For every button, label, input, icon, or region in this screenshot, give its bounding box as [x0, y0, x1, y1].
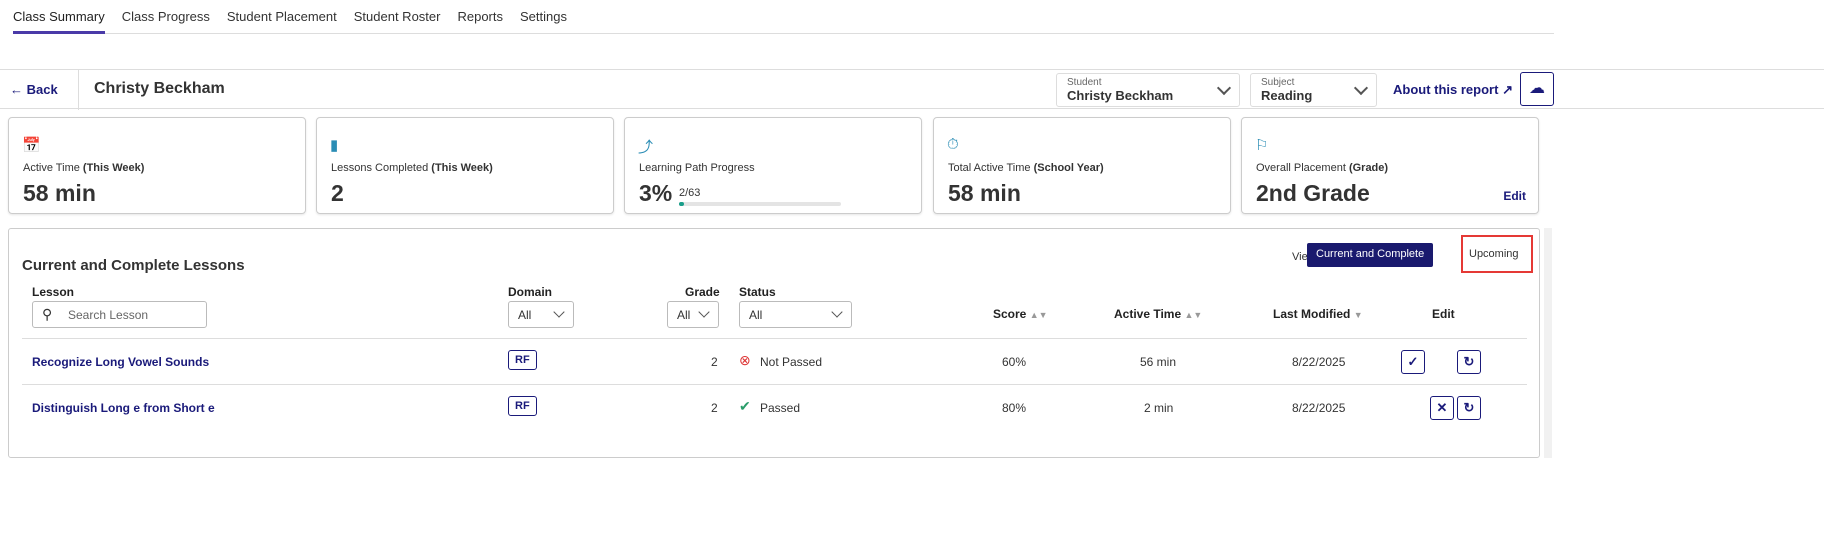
col-grade: Grade [685, 285, 720, 299]
grade-cell: 2 [711, 355, 718, 369]
col-last-modified[interactable]: Last Modified ▼ [1273, 307, 1363, 321]
x-icon: ✕ [1436, 400, 1448, 415]
col-edit: Edit [1432, 307, 1455, 321]
col-domain: Domain [508, 285, 553, 299]
score-cell: 60% [1002, 355, 1027, 369]
card-label: Learning Path Progress [639, 162, 755, 174]
chevron-down-icon [553, 306, 565, 318]
arrow-left-icon: ← [10, 82, 23, 97]
col-status: Status [739, 285, 776, 299]
chevron-down-icon [831, 306, 843, 318]
page-title: Christy Beckham [94, 80, 225, 97]
col-score[interactable]: Score ▲▼ [993, 307, 1048, 321]
domain-badge: RF [508, 350, 537, 370]
card-value: 3% [639, 180, 673, 206]
mark-not-passed-button[interactable]: ✕ [1430, 396, 1454, 420]
card-learning-path: ⤴ Learning Path Progress 3% 2/63 [624, 117, 922, 214]
card-label: Active Time (This Week) [23, 162, 145, 174]
card-overall-placement: ⚐ Overall Placement (Grade) 2nd Grade Edit [1241, 117, 1539, 214]
tab-reports[interactable]: Reports [457, 9, 503, 24]
mark-passed-button[interactable]: ✓ [1401, 350, 1425, 374]
tab-student-roster[interactable]: Student Roster [353, 9, 441, 24]
search-placeholder: Search Lesson [68, 308, 149, 322]
card-value: 2 [331, 180, 344, 206]
active-time-cell: 2 min [1144, 401, 1174, 415]
col-lesson: Lesson [32, 285, 75, 299]
calendar-icon: 📅 [22, 137, 41, 154]
subject-select-label: Subject [1261, 77, 1295, 88]
check-icon: ✓ [1407, 354, 1419, 369]
lesson-link[interactable]: Recognize Long Vowel Sounds [32, 355, 210, 369]
card-value: 58 min [948, 180, 1021, 206]
domain-filter[interactable]: All [508, 301, 574, 328]
status-cell: Not Passed [760, 355, 823, 369]
domain-badge: RF [508, 396, 537, 416]
status-cell: Passed [760, 401, 801, 415]
path-icon: ⤴ [638, 139, 654, 156]
external-link-icon: ↗ [1502, 82, 1513, 97]
chevron-down-icon [698, 306, 710, 318]
lesson-link[interactable]: Distinguish Long e from Short e [32, 401, 215, 415]
cloud-download-icon: ☁ [1529, 80, 1545, 97]
tab-class-progress[interactable]: Class Progress [121, 9, 210, 24]
student-select-label: Student [1067, 77, 1102, 88]
refresh-icon: ↻ [1463, 354, 1475, 369]
progress-count: 2/63 [679, 187, 701, 199]
search-lesson-input[interactable]: ⚲ Search Lesson [32, 301, 207, 328]
status-filter[interactable]: All [739, 301, 852, 328]
lessons-panel: Current and Complete Lessons View By Cur… [8, 228, 1540, 458]
active-time-cell: 56 min [1140, 355, 1177, 369]
progress-bar [679, 202, 841, 206]
x-circle-icon: ⊗ [739, 352, 751, 368]
about-report-link[interactable]: About this report ↗ [1393, 82, 1513, 98]
back-button[interactable]: ← Back [10, 82, 58, 97]
view-upcoming-button[interactable]: Upcoming [1461, 235, 1533, 273]
student-select[interactable]: Student Christy Beckham [1056, 73, 1240, 107]
card-label: Lessons Completed (This Week) [331, 162, 493, 174]
flag-icon: ⚐ [1255, 137, 1269, 154]
reassign-button[interactable]: ↻ [1457, 350, 1481, 374]
edit-placement-link[interactable]: Edit [1503, 189, 1526, 203]
back-label: Back [26, 82, 58, 97]
divider [78, 70, 79, 110]
card-label: Overall Placement (Grade) [1256, 162, 1389, 174]
tab-settings[interactable]: Settings [520, 9, 567, 24]
card-total-active-time: ⏱ Total Active Time (School Year) 58 min [933, 117, 1231, 214]
book-icon: ▮ [330, 137, 339, 154]
table-row: Distinguish Long e from Short e RF 2 ✔ P… [22, 384, 1527, 430]
card-value: 58 min [23, 180, 96, 206]
col-active-time[interactable]: Active Time ▲▼ [1114, 307, 1203, 321]
card-lessons-completed: ▮ Lessons Completed (This Week) 2 [316, 117, 614, 214]
subject-select[interactable]: Subject Reading [1250, 73, 1377, 107]
search-icon: ⚲ [42, 306, 53, 322]
top-tabs: Class Summary Class Progress Student Pla… [13, 0, 1554, 34]
sort-desc-icon: ▼ [1353, 310, 1363, 320]
view-current-button[interactable]: Current and Complete [1307, 243, 1434, 267]
check-circle-icon: ✔ [739, 398, 751, 414]
tab-student-placement[interactable]: Student Placement [226, 9, 337, 24]
sort-icon: ▲▼ [1029, 310, 1048, 320]
score-cell: 80% [1002, 401, 1027, 415]
reassign-button[interactable]: ↻ [1457, 396, 1481, 420]
section-title: Current and Complete Lessons [22, 257, 245, 274]
scrollbar[interactable] [1544, 228, 1552, 458]
grade-filter[interactable]: All [667, 301, 719, 328]
last-modified-cell: 8/22/2025 [1292, 355, 1346, 369]
grade-cell: 2 [711, 401, 718, 415]
card-active-time: 📅 Active Time (This Week) 58 min [8, 117, 306, 214]
table-row: Recognize Long Vowel Sounds RF 2 ⊗ Not P… [22, 338, 1527, 384]
refresh-icon: ↻ [1463, 400, 1475, 415]
progress-fill [679, 202, 684, 206]
download-button[interactable]: ☁ [1520, 72, 1554, 106]
about-label: About this report [1393, 82, 1499, 97]
sort-icon: ▲▼ [1184, 310, 1203, 320]
subject-select-value: Reading [1261, 88, 1313, 103]
last-modified-cell: 8/22/2025 [1292, 401, 1346, 415]
timer-icon: ⏱ [947, 136, 959, 153]
student-select-value: Christy Beckham [1067, 88, 1174, 103]
tab-class-summary[interactable]: Class Summary [13, 0, 105, 34]
student-header: ← Back Christy Beckham Student Christy Be… [0, 69, 1824, 110]
card-value: 2nd Grade [1256, 180, 1370, 206]
card-label: Total Active Time (School Year) [948, 162, 1104, 174]
